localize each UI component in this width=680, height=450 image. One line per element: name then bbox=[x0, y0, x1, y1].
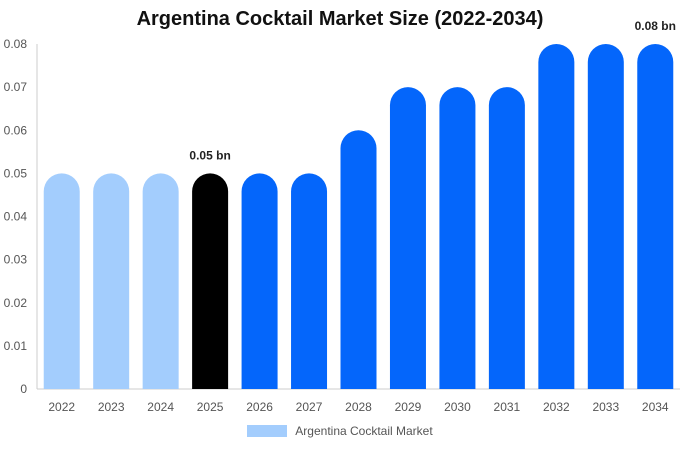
x-tick-label: 2029 bbox=[395, 400, 422, 414]
bar-2034 bbox=[637, 44, 674, 389]
legend-label: Argentina Cocktail Market bbox=[295, 424, 433, 438]
y-tick-label: 0.07 bbox=[4, 80, 28, 94]
bar-2028 bbox=[340, 130, 377, 390]
x-tick-label: 2023 bbox=[98, 400, 125, 414]
bar-2031 bbox=[488, 87, 525, 389]
x-tick-label: 2027 bbox=[296, 400, 323, 414]
x-tick-label: 2030 bbox=[444, 400, 471, 414]
y-tick-label: 0.06 bbox=[4, 123, 28, 137]
x-tick-label: 2024 bbox=[147, 400, 174, 414]
chart-title: Argentina Cocktail Market Size (2022-203… bbox=[136, 8, 544, 30]
bar-2023 bbox=[93, 173, 130, 389]
legend-swatch bbox=[247, 425, 288, 437]
y-tick-label: 0.04 bbox=[4, 210, 28, 224]
x-tick-label: 2032 bbox=[543, 400, 570, 414]
x-tick-label: 2031 bbox=[494, 400, 521, 414]
bar-2025 bbox=[192, 173, 229, 389]
bar-2022 bbox=[43, 173, 80, 389]
legend: Argentina Cocktail Market bbox=[0, 424, 680, 438]
bar-2026 bbox=[241, 173, 278, 389]
bar-2029 bbox=[389, 87, 426, 389]
y-tick-label: 0.03 bbox=[4, 253, 28, 267]
y-tick-label: 0 bbox=[20, 382, 27, 396]
x-tick-label: 2033 bbox=[592, 400, 619, 414]
bar-2027 bbox=[291, 173, 328, 389]
bar-2030 bbox=[439, 87, 476, 389]
data-label-2025: 0.05 bn bbox=[189, 148, 230, 162]
x-tick-label: 2034 bbox=[642, 400, 669, 414]
x-tick-label: 2028 bbox=[345, 400, 372, 414]
x-tick-label: 2022 bbox=[48, 400, 75, 414]
y-tick-label: 0.08 bbox=[4, 37, 28, 51]
y-tick-label: 0.05 bbox=[4, 166, 28, 180]
x-tick-label: 2025 bbox=[197, 400, 224, 414]
x-tick-label: 2026 bbox=[246, 400, 273, 414]
y-tick-label: 0.02 bbox=[4, 296, 28, 310]
bar-2032 bbox=[538, 44, 575, 389]
y-tick-label: 0.01 bbox=[4, 339, 28, 353]
data-label-2034: 0.08 bn bbox=[635, 19, 676, 33]
bar-2024 bbox=[142, 173, 179, 389]
bar-2033 bbox=[587, 44, 624, 389]
